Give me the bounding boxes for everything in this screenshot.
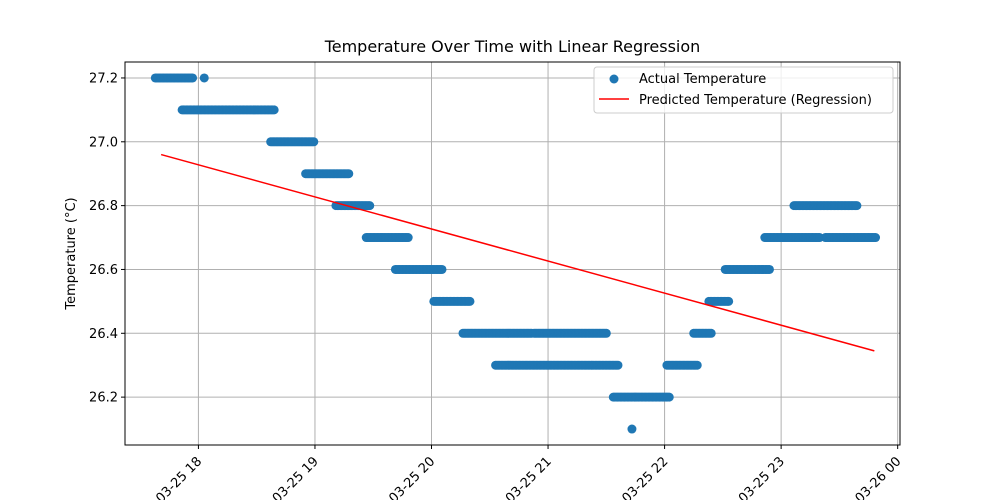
- y-tick-label: 26.8: [89, 199, 118, 214]
- scatter-point: [613, 360, 623, 370]
- legend: Actual Temperature Predicted Temperature…: [593, 66, 894, 114]
- y-tick-label: 26.2: [89, 391, 118, 406]
- scatter-point: [871, 233, 881, 243]
- y-tick-label: 26.4: [89, 327, 118, 342]
- scatter-point: [403, 233, 413, 243]
- x-tick-label: 03-25 22: [619, 454, 671, 500]
- scatter-point: [627, 424, 637, 434]
- regression-line: [160, 153, 875, 352]
- legend-marker-actual: [609, 74, 619, 84]
- scatter-point: [309, 137, 319, 147]
- y-tick-label: 27.2: [89, 71, 118, 86]
- x-tick-label: 03-25 19: [270, 454, 322, 500]
- legend-box: [593, 66, 894, 114]
- y-tick-label: 27.0: [89, 135, 118, 150]
- scatter-point: [764, 264, 774, 274]
- tick-layer: 03-25 18 03-25 19 03-25 20 03-25 21 03-25 22…: [89, 71, 904, 500]
- scatter-point: [188, 73, 198, 83]
- chart-title: Temperature Over Time with Linear Regres…: [324, 37, 701, 56]
- scatter-point: [199, 73, 209, 83]
- scatter-point: [344, 169, 354, 179]
- scatter-point: [465, 296, 475, 306]
- scatter-point: [601, 328, 611, 338]
- scatter-series: [150, 73, 881, 434]
- plot-frame: [124, 61, 901, 446]
- scatter-point: [437, 264, 447, 274]
- y-axis-label: Temperature (°C): [64, 197, 79, 310]
- regression-series: [160, 153, 875, 352]
- scatter-point: [724, 296, 734, 306]
- y-tick-label: 26.6: [89, 263, 118, 278]
- scatter-point: [852, 201, 862, 211]
- grid-layer: [125, 62, 900, 445]
- x-tick-label: 03-25 20: [386, 454, 438, 500]
- scatter-point: [706, 328, 716, 338]
- x-tick-label: 03-25 21: [503, 454, 555, 500]
- scatter-point: [269, 105, 279, 115]
- x-tick-label: 03-26 00: [853, 454, 905, 500]
- x-tick-label: 03-25 23: [736, 454, 788, 500]
- scatter-point: [664, 392, 674, 402]
- legend-label-regression: Predicted Temperature (Regression): [639, 93, 872, 108]
- scatter-point: [692, 360, 702, 370]
- legend-label-actual: Actual Temperature: [639, 72, 766, 87]
- x-tick-label: 03-25 18: [153, 454, 205, 500]
- scatter-point: [365, 201, 375, 211]
